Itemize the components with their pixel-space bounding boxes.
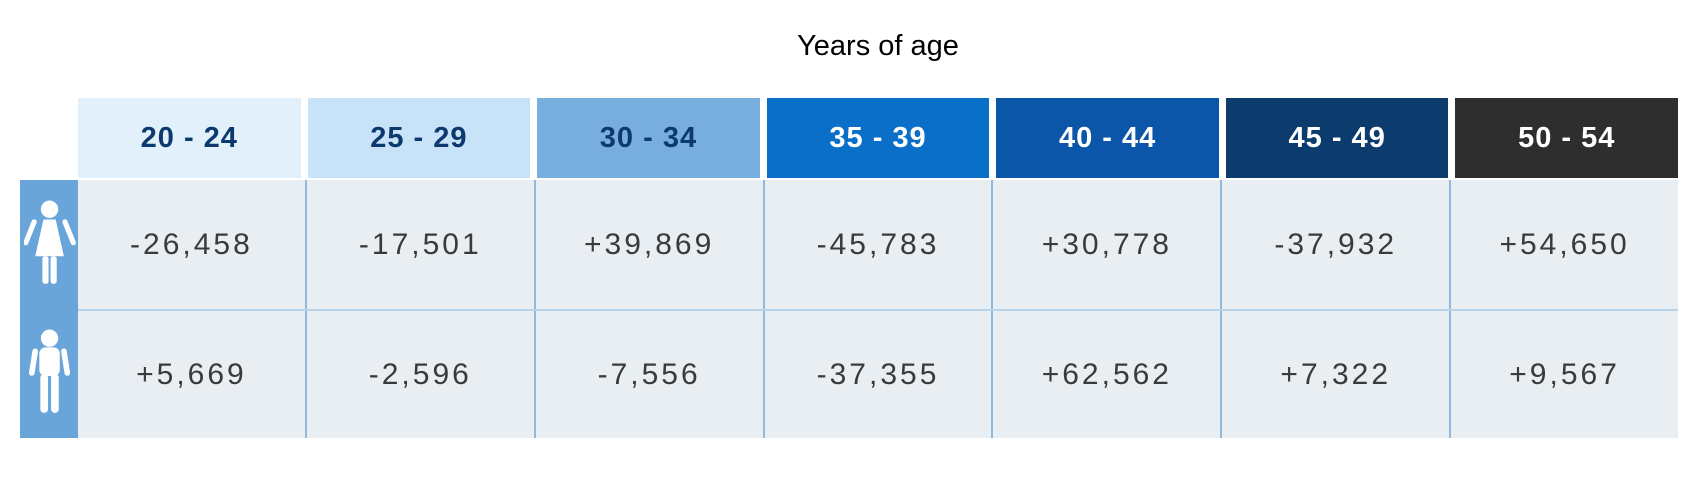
female-icon — [24, 200, 76, 284]
male-data-row: +5,669 -2,596 -7,556 -37,355 +62,562 +7,… — [78, 309, 1679, 438]
age-column-header: 40 - 44 — [996, 98, 1219, 178]
male-icon — [29, 329, 71, 413]
data-cell: +39,869 — [535, 180, 765, 309]
data-cell: -17,501 — [306, 180, 536, 309]
data-cell: -37,355 — [764, 311, 994, 438]
female-row-header — [20, 180, 80, 309]
age-column-header: 30 - 34 — [537, 98, 760, 178]
data-cell: -26,458 — [78, 180, 307, 309]
age-header-row: 20 - 24 25 - 29 30 - 34 35 - 39 40 - 44 … — [78, 98, 1679, 178]
data-cell: +54,650 — [1451, 180, 1679, 309]
data-cell: -45,783 — [764, 180, 994, 309]
age-column-header: 50 - 54 — [1455, 98, 1679, 178]
age-column-header: 35 - 39 — [766, 98, 990, 178]
data-cell: -37,932 — [1222, 180, 1452, 309]
age-column-header: 20 - 24 — [78, 98, 301, 178]
age-table: 20 - 24 25 - 29 30 - 34 35 - 39 40 - 44 … — [78, 98, 1679, 438]
data-cell: +30,778 — [993, 180, 1223, 309]
data-cell: -2,596 — [306, 311, 536, 438]
data-cell: +62,562 — [993, 311, 1223, 438]
data-cell: +7,322 — [1222, 311, 1452, 438]
icon-column — [20, 180, 80, 438]
data-cell: -7,556 — [535, 311, 765, 438]
age-column-header: 45 - 49 — [1225, 98, 1449, 178]
female-data-row: -26,458 -17,501 +39,869 -45,783 +30,778 … — [78, 180, 1679, 309]
data-cell: +9,567 — [1451, 311, 1679, 438]
age-column-header: 25 - 29 — [307, 98, 531, 178]
chart-title: Years of age — [797, 30, 959, 62]
male-row-header — [20, 309, 80, 438]
data-cell: +5,669 — [78, 311, 307, 438]
